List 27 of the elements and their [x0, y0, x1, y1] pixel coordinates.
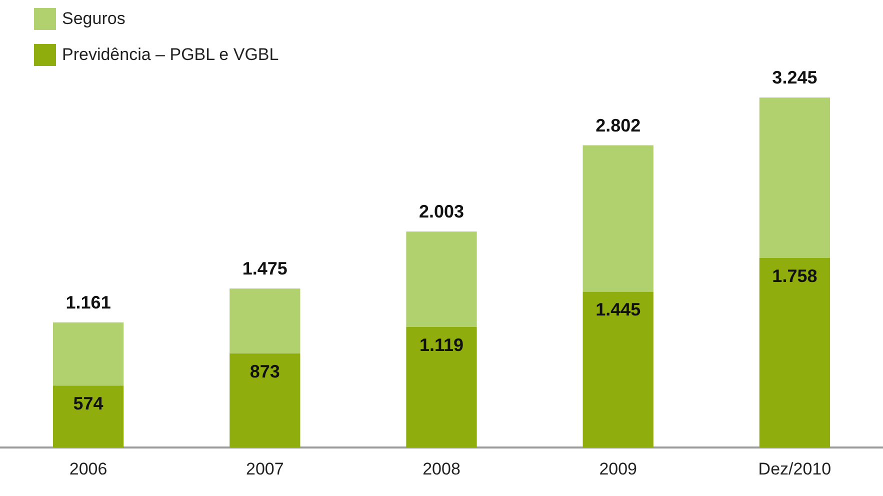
total-label: 2.802: [596, 115, 641, 136]
legend-label: Seguros: [62, 9, 126, 29]
bar: [230, 353, 300, 448]
total-label: 1.475: [242, 258, 288, 278]
bar: [406, 326, 477, 448]
total-label: 1.161: [66, 292, 111, 312]
bar: [406, 232, 477, 327]
legend-label: Previdência – PGBL e VGBL: [62, 45, 279, 65]
bar: [759, 258, 830, 448]
data-label: 574: [73, 394, 104, 414]
total-label: 2.003: [418, 201, 464, 222]
x-tick-label: 2006: [69, 459, 108, 478]
bar: [582, 292, 654, 448]
data-label: 1.119: [419, 334, 464, 355]
bar: [52, 322, 124, 386]
data-label: 873: [250, 361, 280, 382]
bar: [582, 145, 654, 292]
data-label: 1.445: [596, 300, 641, 320]
x-tick-label: Dez/2010: [758, 459, 832, 478]
bar: [759, 98, 830, 258]
x-tick-label: 2009: [599, 459, 638, 478]
bar: [230, 288, 300, 354]
data-label: 1.758: [772, 266, 818, 286]
total-label: 3.245: [772, 67, 818, 88]
x-tick-label: 2008: [422, 459, 460, 478]
x-tick-label: 2007: [246, 459, 284, 478]
bar: [52, 386, 124, 448]
